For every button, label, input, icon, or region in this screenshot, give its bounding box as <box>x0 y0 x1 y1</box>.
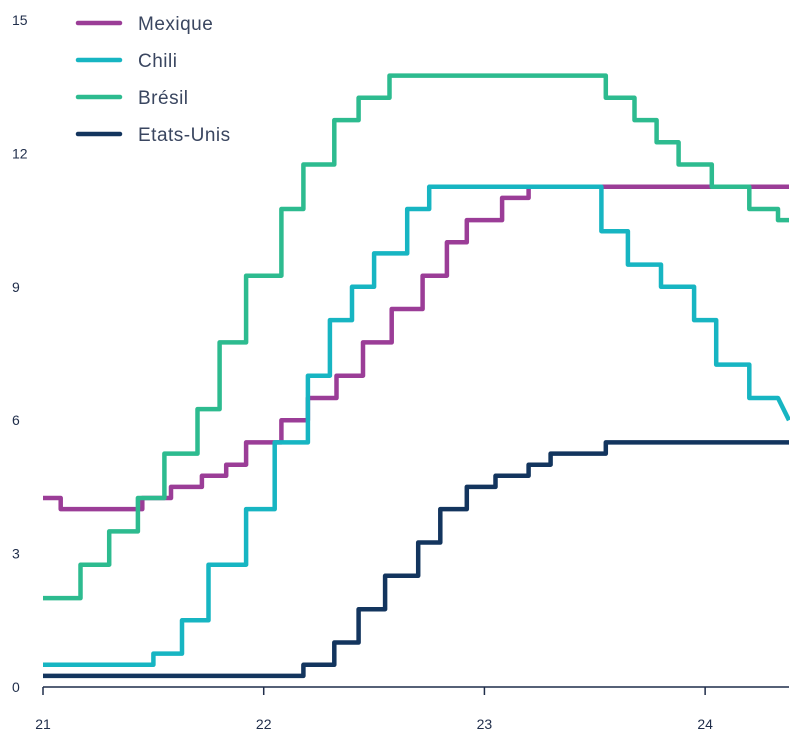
legend-item-3: Etats-Unis <box>75 125 231 146</box>
y-tick-label-2: 6 <box>12 412 20 428</box>
x-tick-label-2: 23 <box>477 716 493 732</box>
y-tick-label-5: 15 <box>12 12 28 28</box>
legend-label-2: Brésil <box>138 88 189 109</box>
legend-label-3: Etats-Unis <box>138 125 231 146</box>
series-line-2 <box>43 73 789 601</box>
y-tick-label-4: 12 <box>12 145 28 161</box>
y-tick-label-0: 0 <box>12 679 20 695</box>
legend-item-2: Brésil <box>75 88 189 109</box>
series-layer <box>43 73 790 679</box>
legend: Mexique Chili Brésil Etats-Unis <box>75 14 231 146</box>
y-tick-label-3: 9 <box>12 279 20 295</box>
series-line-1 <box>43 184 790 668</box>
legend-label-1: Chili <box>138 51 177 72</box>
axis-layer: 0 3 6 9 12 15 21 22 23 24 <box>12 12 789 732</box>
series-line-0 <box>43 184 789 512</box>
y-tick-label-1: 3 <box>12 546 20 562</box>
legend-item-0: Mexique <box>75 14 213 35</box>
x-tick-label-3: 24 <box>697 716 713 732</box>
x-tick-label-0: 21 <box>35 716 51 732</box>
legend-item-1: Chili <box>75 51 177 72</box>
x-tick-label-1: 22 <box>256 716 272 732</box>
legend-label-0: Mexique <box>138 14 213 35</box>
series-line-3 <box>43 440 789 679</box>
